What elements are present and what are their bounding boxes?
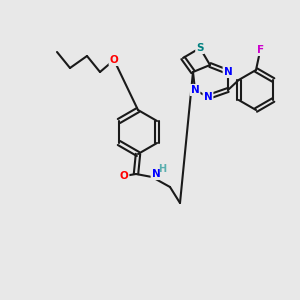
Text: N: N xyxy=(204,92,212,102)
Text: F: F xyxy=(257,45,265,55)
Text: O: O xyxy=(120,171,128,181)
Text: H: H xyxy=(158,164,166,174)
Text: N: N xyxy=(152,169,160,179)
Text: S: S xyxy=(196,43,204,53)
Text: O: O xyxy=(110,55,118,65)
Text: N: N xyxy=(224,67,232,77)
Text: N: N xyxy=(190,85,200,95)
